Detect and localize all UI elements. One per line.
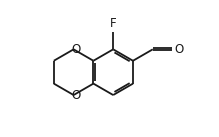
Text: O: O <box>72 89 81 102</box>
Text: O: O <box>72 43 81 55</box>
Text: O: O <box>175 43 184 56</box>
Text: F: F <box>110 17 117 30</box>
